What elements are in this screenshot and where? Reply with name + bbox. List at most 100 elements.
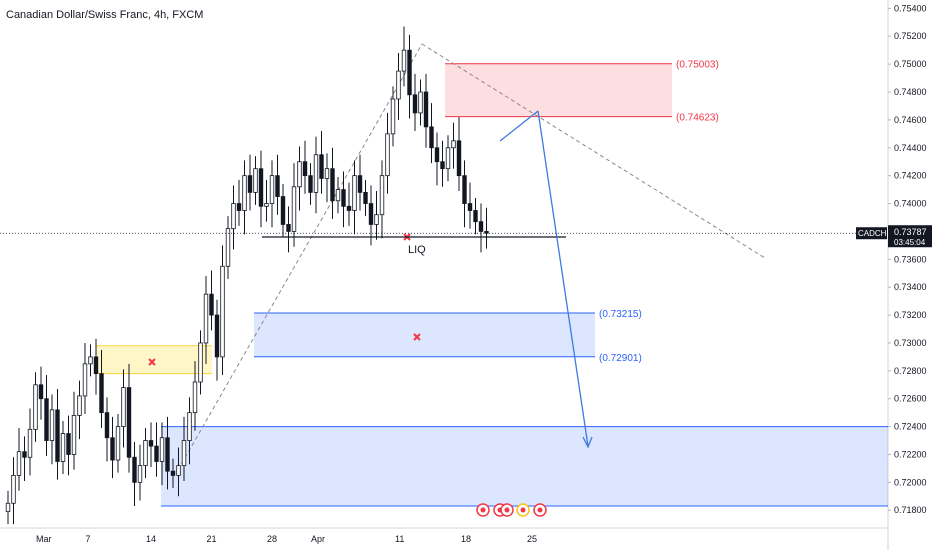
candle-body [352,175,357,211]
candle-body [286,224,291,232]
price-tick-label: 0.73000 [894,338,927,348]
candle-body [231,203,236,230]
candle-body [22,451,27,458]
price-tick-label: 0.72000 [894,477,927,487]
price-tick-label: 0.73200 [894,310,927,320]
time-tick-label: 25 [527,534,537,544]
candle-body [165,437,170,472]
demand-zone-label-bottom: (0.72901) [599,353,642,364]
candle-body [341,189,346,207]
projection-arrow-up [499,110,539,142]
time-tick-label: 28 [267,534,277,544]
price-tick-label: 0.75400 [894,3,927,13]
candle-body [242,175,247,211]
candle-body [33,384,38,430]
candle-body [104,412,110,439]
price-tick-label: 0.72800 [894,366,927,376]
candle-body [93,356,99,375]
candle-body [44,398,49,441]
candle-body [71,415,77,455]
current-price-label: 0.73787 [894,227,927,237]
candle-body [220,265,225,358]
descending-trendline [421,43,766,259]
supply-zone [445,63,672,117]
candle-body [412,94,418,114]
cross-marker [148,358,156,366]
candle-body [418,91,423,114]
price-tick-label: 0.74800 [894,87,927,97]
price-tick-label: 0.71800 [894,505,927,515]
candle-body [324,168,330,179]
price-tick-label: 0.74000 [894,199,927,209]
time-tick-label: 18 [461,534,471,544]
event-flag-dot [520,507,526,513]
price-axis-pane [888,0,932,550]
candle-body [467,203,473,211]
candle-body [407,49,412,96]
candle-body [55,409,60,462]
candle-body [214,314,220,358]
candle-body [187,412,192,441]
candle-body [462,175,467,204]
candle-body [390,98,396,135]
time-tick-label: 14 [146,534,156,544]
supply-zone-label-bottom: (0.74623) [676,113,719,124]
time-tick-label: 21 [207,534,217,544]
price-tick-label: 0.74400 [894,143,927,153]
symbol-tag [856,227,887,240]
candle-body [368,203,374,225]
candle-body [396,70,401,100]
demand-zone-label-top: (0.73215) [599,309,642,320]
candle-body [423,91,429,128]
candle-body [363,191,368,204]
price-tick-label: 0.74200 [894,171,927,181]
liquidity-label: LIQ [408,244,426,256]
candle-body [77,395,82,416]
candle-body [82,363,88,397]
candle-body [434,147,440,163]
symbol-tag-label: CADCHF [858,229,891,238]
price-tick-label: 0.72400 [894,422,927,432]
candle-body [385,133,390,177]
candle-body [154,445,159,462]
candle-body [253,168,258,193]
candle-body [247,175,253,193]
candle-body [16,451,22,476]
candle-body [110,437,115,461]
candle-body [11,474,16,504]
price-tick-label: 0.73600 [894,254,927,264]
candle-body [269,175,275,204]
candle-body [264,203,269,207]
candle-body [308,175,313,193]
candle-body [192,381,198,414]
cross-marker [413,333,421,341]
candle-body [225,228,231,267]
candle-body [209,293,214,316]
candle-body [445,147,451,170]
price-tick-label: 0.72200 [894,449,927,459]
time-tick-label: Apr [311,534,325,544]
candle-body [275,175,280,197]
candle-body [335,189,341,202]
candle-body [374,214,379,225]
candle-body [121,387,126,427]
price-tick-label: 0.74600 [894,115,927,125]
candle-body [137,465,143,483]
countdown-label: 03:45:04 [894,238,926,247]
candle-body [401,49,407,72]
chart-title: Canadian Dollar/Swiss Franc, 4h, FXCM [6,9,204,21]
candle-body [38,384,44,400]
candle-body [176,465,181,476]
candle-body [198,342,203,383]
candle-body [159,437,165,462]
candle-body [478,221,484,232]
candle-body [379,175,385,216]
price-tick-label: 0.75200 [894,31,927,41]
candle-body [115,426,121,461]
candle-body [181,440,187,467]
demand-zone [254,312,595,357]
price-tick-label: 0.73400 [894,282,927,292]
candle-body [148,440,154,447]
candle-body [88,356,93,365]
